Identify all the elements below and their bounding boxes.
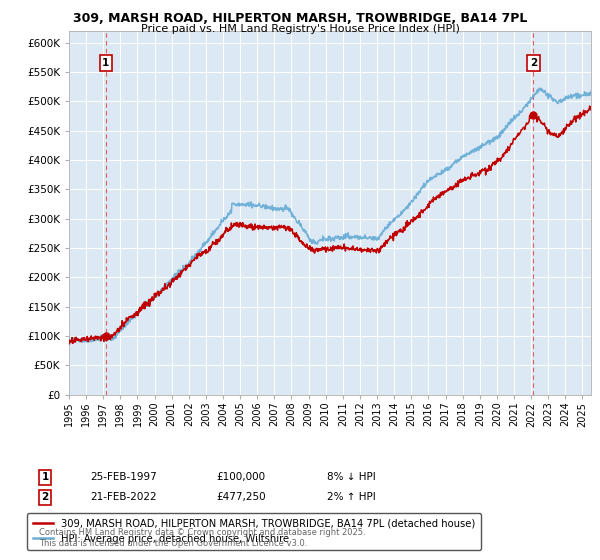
Text: 25-FEB-1997: 25-FEB-1997 (90, 472, 157, 482)
Text: 1: 1 (102, 58, 109, 68)
Legend: 309, MARSH ROAD, HILPERTON MARSH, TROWBRIDGE, BA14 7PL (detached house), HPI: Av: 309, MARSH ROAD, HILPERTON MARSH, TROWBR… (27, 513, 481, 550)
Text: 2: 2 (41, 492, 49, 502)
Text: Price paid vs. HM Land Registry's House Price Index (HPI): Price paid vs. HM Land Registry's House … (140, 24, 460, 34)
Text: £100,000: £100,000 (216, 472, 265, 482)
Text: 8% ↓ HPI: 8% ↓ HPI (327, 472, 376, 482)
Text: 2% ↑ HPI: 2% ↑ HPI (327, 492, 376, 502)
Text: £477,250: £477,250 (216, 492, 266, 502)
Text: 1: 1 (41, 472, 49, 482)
Text: Contains HM Land Registry data © Crown copyright and database right 2025.
This d: Contains HM Land Registry data © Crown c… (39, 528, 365, 548)
Text: 309, MARSH ROAD, HILPERTON MARSH, TROWBRIDGE, BA14 7PL: 309, MARSH ROAD, HILPERTON MARSH, TROWBR… (73, 12, 527, 25)
Text: 21-FEB-2022: 21-FEB-2022 (90, 492, 157, 502)
Text: 2: 2 (530, 58, 537, 68)
